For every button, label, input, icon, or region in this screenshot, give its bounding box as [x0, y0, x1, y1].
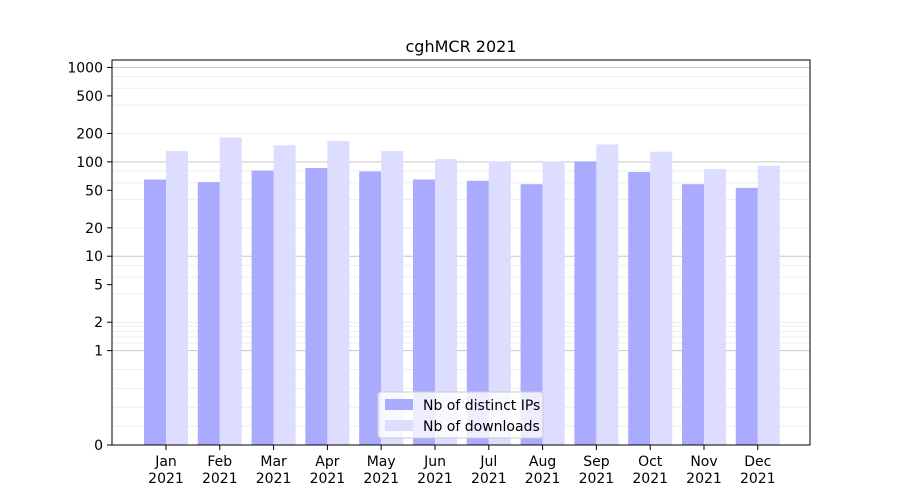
legend-label: Nb of distinct IPs [423, 398, 540, 414]
legend-swatch [385, 399, 413, 410]
chart-title: cghMCR 2021 [406, 37, 517, 56]
y-tick-label: 10 [85, 249, 103, 265]
bar-distinct-ips [574, 161, 597, 445]
bar-distinct-ips [197, 182, 220, 445]
bar-downloads [596, 144, 619, 445]
bar-downloads [327, 141, 350, 446]
bar-downloads [273, 145, 296, 445]
bar-distinct-ips [682, 184, 704, 445]
bar-distinct-ips [466, 180, 489, 445]
y-tick-label: 0 [94, 438, 103, 454]
bar-downloads [166, 151, 188, 446]
y-tick-label: 5 [94, 278, 103, 294]
bar-distinct-ips [251, 170, 274, 445]
bar-downloads [435, 159, 457, 445]
legend-box [377, 391, 544, 439]
y-tick-label: 1 [94, 344, 103, 360]
bars [144, 137, 780, 446]
x-tick-label: Sep 2021 [579, 454, 615, 487]
bar-distinct-ips [628, 172, 651, 445]
bar-downloads [381, 151, 404, 446]
bar-distinct-ips [735, 187, 758, 446]
x-tick-label: Nov 2021 [686, 454, 722, 487]
x-tick-label: Jul 2021 [471, 454, 507, 487]
x-tick-label: Mar 2021 [256, 454, 292, 487]
legend: Nb of distinct IPs Nb of downloads [377, 391, 544, 439]
x-tick-label: Oct 2021 [632, 454, 668, 487]
bar-distinct-ips [359, 171, 382, 445]
y-tick-label: 500 [76, 89, 103, 105]
x-tick-label: Jun 2021 [417, 454, 453, 487]
x-tick-label: Aug 2021 [525, 454, 561, 487]
plot-frame [111, 59, 811, 446]
x-tick-label: Apr 2021 [310, 454, 346, 487]
y-tick-label: 200 [76, 126, 103, 142]
y-tick-label: 50 [85, 183, 103, 199]
x-tick-label: Feb 2021 [202, 454, 238, 487]
x-tick-label: Dec 2021 [740, 454, 776, 487]
x-axis: Jan 2021 Feb 2021 Mar 2021 Apr 2021 May 2021 Jun 20… [148, 445, 776, 487]
bar-downloads [219, 137, 242, 446]
x-tick-label: May 2021 [363, 454, 399, 487]
y-tick-label: 20 [85, 221, 103, 237]
y-axis: 0 1 2 5 10 20 50 100 200 500 1000 [67, 60, 112, 454]
y-tick-label: 2 [94, 315, 103, 331]
x-tick-label: Jan 2021 [148, 454, 184, 487]
bar-downloads [650, 151, 673, 446]
bar-distinct-ips [305, 168, 328, 445]
bar-downloads [757, 165, 780, 445]
legend-swatch [385, 420, 413, 431]
bar-distinct-ips [413, 179, 435, 445]
bar-distinct-ips [144, 179, 166, 445]
legend-label: Nb of downloads [423, 419, 540, 435]
bar-downloads [704, 169, 726, 445]
y-tick-label: 100 [76, 155, 103, 171]
bar-downloads [542, 161, 565, 445]
y-tick-label: 1000 [67, 60, 103, 76]
bar-downloads [488, 161, 511, 445]
bar-distinct-ips [520, 184, 543, 445]
